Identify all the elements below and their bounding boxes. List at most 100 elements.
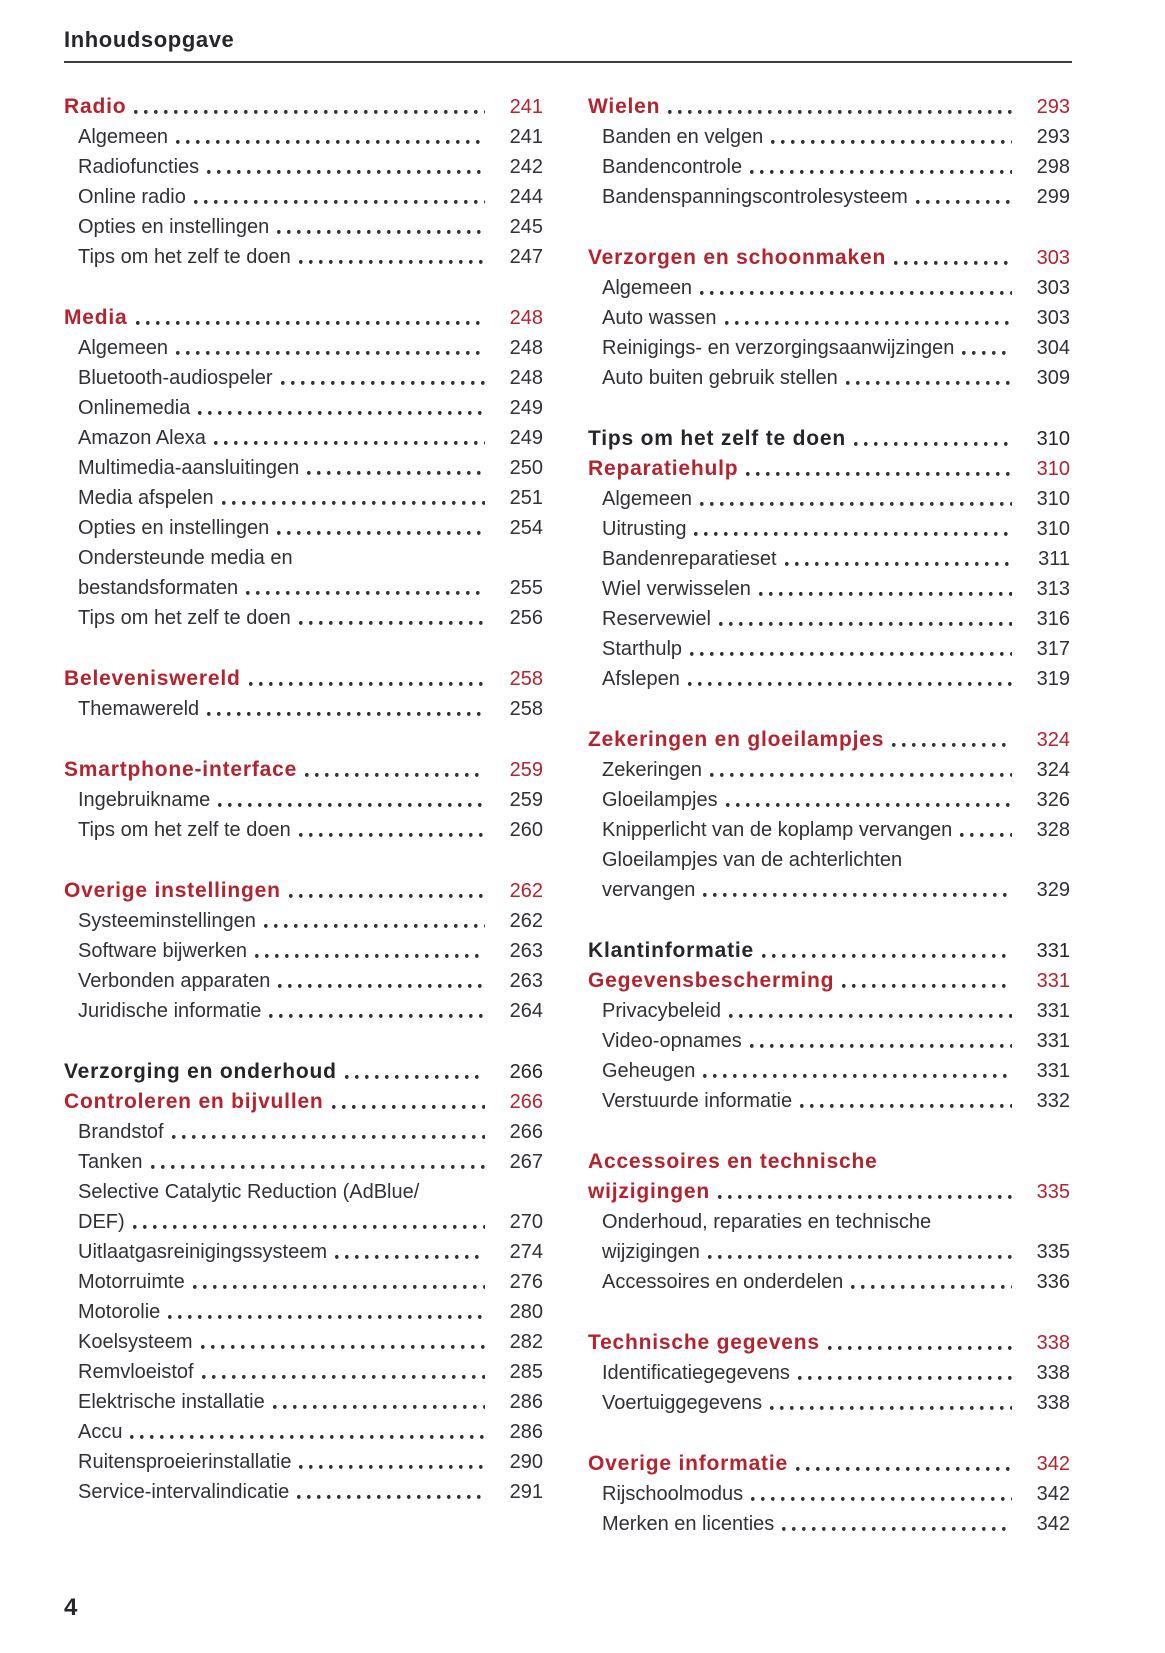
toc-entry-row: vervangen 329: [588, 875, 1070, 905]
toc-group: Accessoires en technische wijzigingen 335 O…: [588, 1147, 1070, 1297]
dot-leader: [851, 1267, 1012, 1297]
toc-label: Multimedia-aansluitingen: [78, 457, 300, 479]
toc-label: Algemeen: [602, 277, 693, 299]
dot-leader: [221, 483, 485, 513]
dot-leader: [305, 755, 485, 785]
dot-leader: [254, 936, 485, 966]
toc-label: Wielen: [588, 95, 661, 118]
page-number: 248: [509, 337, 543, 359]
dot-leader: [263, 906, 485, 936]
page-number: 276: [509, 1271, 543, 1293]
toc-entry-row: Tanken 267: [64, 1147, 543, 1177]
toc-entry-row: Uitrusting 310: [588, 514, 1070, 544]
toc-label: Verbonden apparaten: [78, 970, 271, 992]
toc-label: Uitlaatgasreinigingssysteem: [78, 1241, 328, 1263]
page-number: 244: [509, 186, 543, 208]
page-number: 248: [509, 307, 543, 329]
dot-leader: [150, 1147, 485, 1177]
toc-entry-row: bestandsformaten 255: [64, 573, 543, 603]
toc-entry-row: Reparatiehulp 310: [588, 454, 1070, 484]
toc-entry-row: Motorruimte 276: [64, 1267, 543, 1297]
dot-leader: [703, 875, 1012, 905]
page-number: 331: [1036, 1000, 1070, 1022]
dot-leader: [213, 423, 485, 453]
toc-label: Bandenspanningscontrolesysteem: [602, 186, 908, 208]
dot-leader: [201, 1357, 485, 1387]
page-number: 249: [509, 427, 543, 449]
toc-group: Technische gegevens 338 Identificatiegegev…: [588, 1328, 1070, 1418]
dot-leader: [707, 1237, 1012, 1267]
toc-label: Zekeringen en gloeilampjes: [588, 728, 885, 751]
dot-leader: [749, 1026, 1012, 1056]
dot-leader: [298, 815, 485, 845]
toc-entry-row: Opties en instellingen 254: [64, 513, 543, 543]
toc-label: Privacybeleid: [602, 1000, 721, 1022]
dot-leader: [132, 1207, 485, 1237]
toc-label: Identificatiegegevens: [602, 1362, 790, 1384]
page-number: 248: [509, 367, 543, 389]
toc-entry-row: Accessoires en technische: [588, 1147, 1070, 1177]
dot-leader: [960, 815, 1012, 845]
toc-label: Algemeen: [78, 126, 169, 148]
dot-leader: [854, 424, 1012, 454]
page-number: 303: [1036, 247, 1070, 269]
page-number: 316: [1036, 608, 1070, 630]
toc-entry-row: Beleveniswereld 258: [64, 664, 543, 694]
page-number: 304: [1036, 337, 1070, 359]
toc-label: Klantinformatie: [588, 939, 755, 962]
page-number: 256: [509, 607, 543, 629]
page-number: 266: [509, 1061, 543, 1083]
dot-leader: [718, 604, 1012, 634]
page-number: 332: [1036, 1090, 1070, 1112]
dot-leader: [277, 513, 485, 543]
toc-label: Uitrusting: [602, 518, 687, 540]
toc-entry-row: Technische gegevens 338: [588, 1328, 1070, 1358]
toc-label: Wiel verwisselen: [602, 578, 751, 600]
dot-leader: [694, 514, 1012, 544]
page-number: 310: [1036, 518, 1070, 540]
dot-leader: [762, 936, 1012, 966]
toc-label: Opties en instellingen: [78, 216, 270, 238]
toc-label: Smartphone-interface: [64, 758, 298, 781]
dot-leader: [298, 242, 485, 272]
toc-label: Juridische informatie: [78, 1000, 262, 1022]
toc-label: Systeeminstellingen: [78, 910, 256, 932]
page-number: 331: [1036, 1030, 1070, 1052]
page-number: 342: [1036, 1453, 1070, 1475]
toc-label: Algemeen: [602, 488, 693, 510]
toc-entry-row: Video-opnames 331: [588, 1026, 1070, 1056]
page-number: 254: [509, 517, 543, 539]
toc-label: Verzorgen en schoonmaken: [588, 246, 887, 269]
dot-leader: [331, 1087, 485, 1117]
toc-label: Service-intervalindicatie: [78, 1481, 290, 1503]
toc-label: Accessoires en onderdelen: [602, 1271, 844, 1293]
toc-label: Onlinemedia: [78, 397, 191, 419]
page-number: 303: [1036, 277, 1070, 299]
dot-leader: [272, 1387, 485, 1417]
page-number: 250: [509, 457, 543, 479]
page-number: 263: [509, 940, 543, 962]
page-number: 291: [509, 1481, 543, 1503]
dot-leader: [344, 1057, 485, 1087]
toc-entry-row: Reservewiel 316: [588, 604, 1070, 634]
toc-label: Tips om het zelf te doen: [588, 427, 847, 450]
dot-leader: [962, 333, 1012, 363]
toc-label: Banden en velgen: [602, 126, 764, 148]
dot-leader: [335, 1237, 485, 1267]
page-number: 282: [509, 1331, 543, 1353]
toc-entry-row: Brandstof 266: [64, 1117, 543, 1147]
toc-entry-row: Rijschoolmodus 342: [588, 1479, 1070, 1509]
toc-label: Gegevensbescherming: [588, 969, 835, 992]
toc-entry-row: Radiofuncties 242: [64, 152, 543, 182]
dot-leader: [690, 634, 1012, 664]
toc-entry-row: Verbonden apparaten 263: [64, 966, 543, 996]
dot-leader: [134, 92, 485, 122]
dot-leader: [725, 785, 1012, 815]
toc-label: Algemeen: [78, 337, 169, 359]
toc-entry-row: Smartphone-interface 259: [64, 755, 543, 785]
toc-entry-row: Tips om het zelf te doen 247: [64, 242, 543, 272]
dot-leader: [168, 1297, 485, 1327]
dot-leader: [771, 122, 1012, 152]
toc-label: Radio: [64, 95, 127, 118]
toc-label: wijzigingen: [602, 1241, 700, 1263]
